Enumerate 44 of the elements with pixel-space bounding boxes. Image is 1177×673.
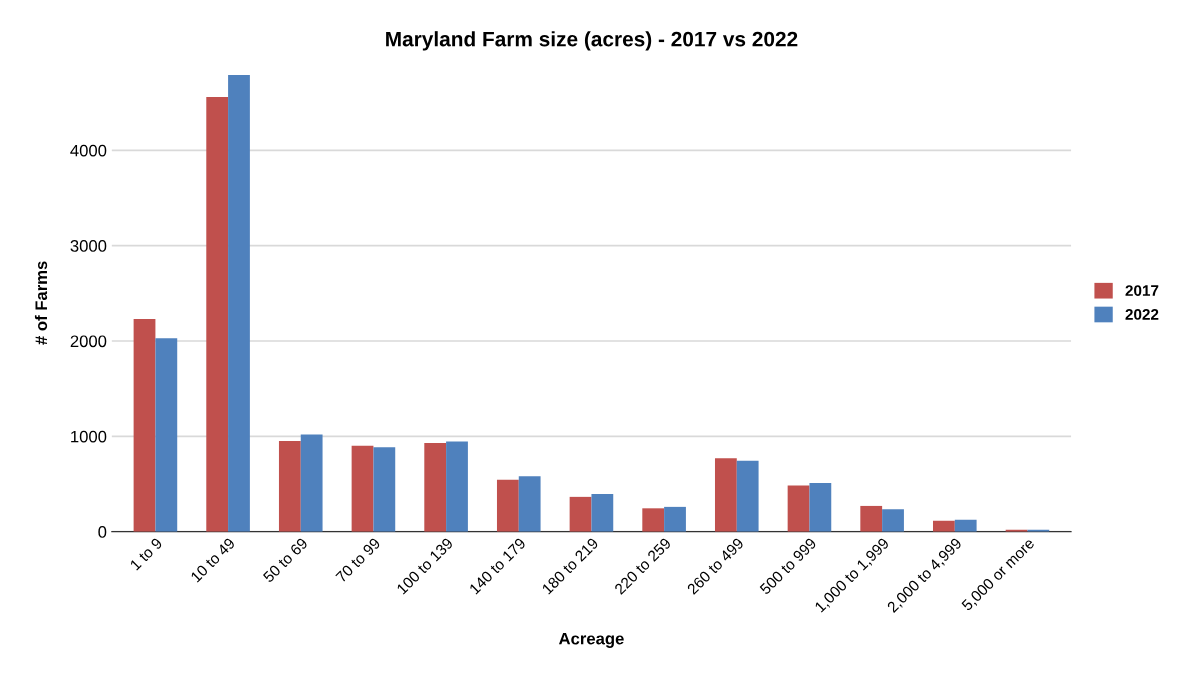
bar [933, 520, 955, 532]
bar [664, 506, 686, 532]
y-tick-label: 3000 [70, 240, 107, 252]
bar [496, 479, 519, 532]
x-axis-title: Acreage [558, 632, 624, 648]
bar [300, 434, 323, 532]
legend-label: 2022 [1125, 308, 1159, 320]
bar [882, 509, 904, 532]
bar [787, 485, 810, 532]
bar [446, 441, 468, 532]
x-tick-label: 10 to 49 [190, 537, 236, 583]
bar [424, 443, 447, 532]
x-tick-label: 1 to 9 [129, 537, 163, 571]
x-tick-label: 50 to 69 [262, 537, 309, 584]
y-tick-label: 4000 [70, 144, 107, 157]
y-tick-label: 0 [98, 526, 107, 538]
x-tick-label: 100 to 139 [396, 537, 454, 595]
bar [591, 494, 614, 532]
y-axis-title: # of Farms [34, 261, 48, 345]
bar [351, 445, 374, 532]
x-tick-label: 70 to 99 [335, 537, 381, 583]
x-tick-label: 220 to 259 [613, 537, 672, 595]
x-tick-label: 500 to 999 [759, 537, 817, 596]
bar [954, 519, 977, 532]
chart-title: Maryland Farm size (acres) - 2017 vs 2022 [386, 31, 798, 51]
bar [809, 483, 832, 532]
y-tick-label: 2000 [70, 335, 107, 348]
x-tick-label: 260 to 499 [686, 537, 745, 595]
bar [736, 460, 759, 532]
y-tick-label: 1000 [71, 430, 107, 443]
bar [206, 96, 229, 532]
bar [518, 476, 541, 532]
bar [133, 319, 156, 532]
legend-label: 2017 [1125, 285, 1159, 297]
bar [373, 447, 396, 532]
x-tick-label: 180 to 219 [541, 537, 599, 595]
bar [569, 496, 592, 532]
bar [714, 458, 737, 532]
bar [278, 441, 301, 532]
bar [642, 508, 665, 532]
bar [860, 505, 883, 532]
x-tick-label: 140 to 179 [468, 537, 527, 595]
bar [155, 338, 178, 532]
bar [228, 74, 250, 532]
